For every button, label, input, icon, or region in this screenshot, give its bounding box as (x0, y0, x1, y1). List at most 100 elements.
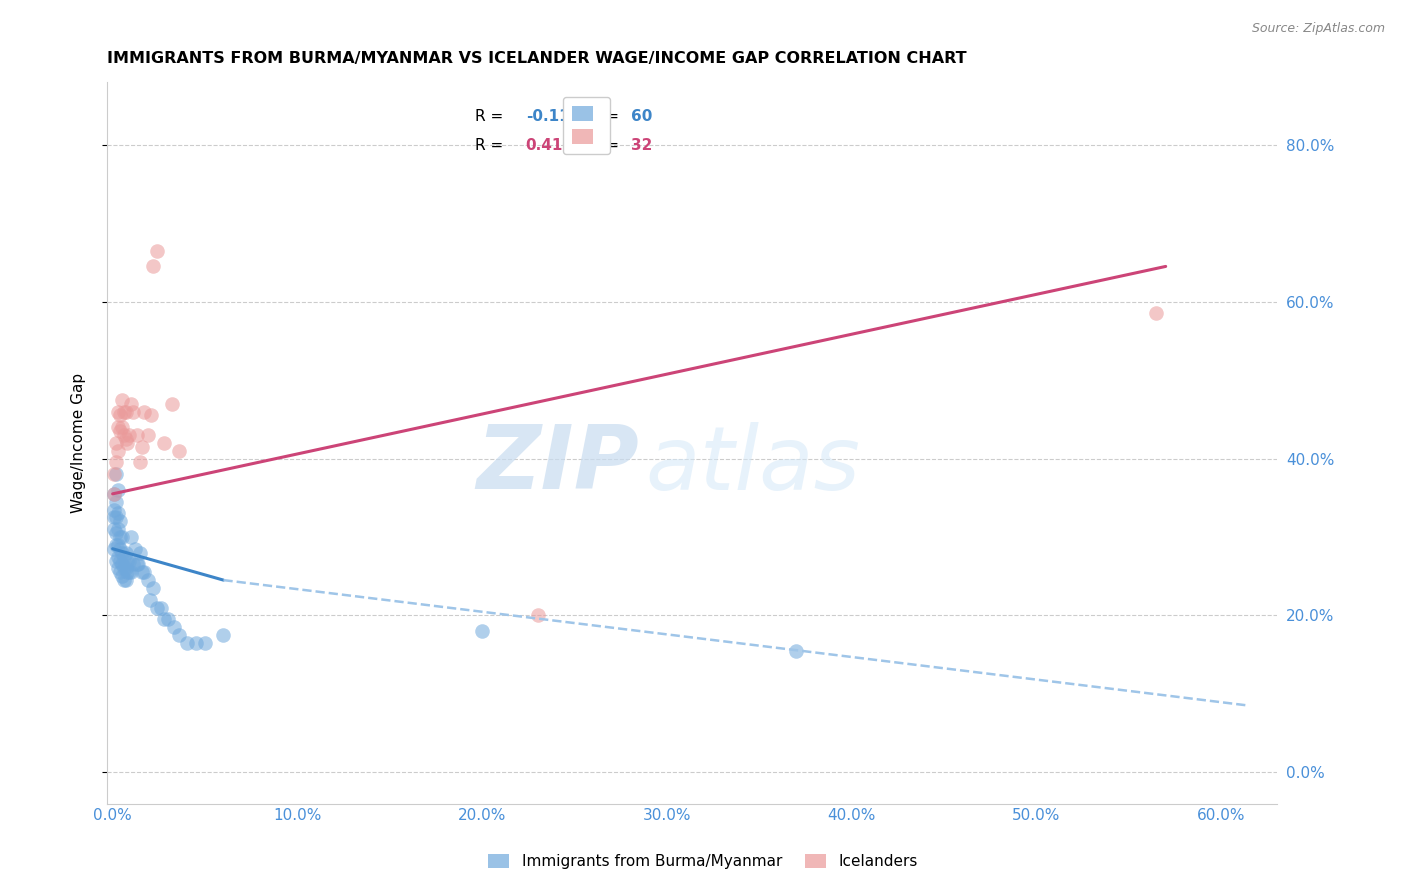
Legend: , : , (562, 97, 610, 154)
Point (108, 424, 131, 438)
Point (785, 643, 807, 657)
Point (194, 636, 217, 650)
Point (122, 558, 145, 572)
Text: ZIP: ZIP (477, 421, 640, 508)
Point (157, 612, 180, 626)
Point (111, 420, 134, 434)
Point (103, 502, 125, 516)
Point (132, 566, 155, 580)
Point (120, 530, 142, 544)
Point (149, 600, 172, 615)
Text: N =: N = (591, 138, 624, 153)
Point (212, 628, 235, 642)
Point (114, 546, 136, 560)
Point (184, 636, 207, 650)
Point (103, 541, 125, 556)
Point (111, 546, 134, 560)
Point (162, 620, 184, 634)
Point (112, 561, 135, 575)
Point (167, 628, 190, 642)
Point (471, 624, 494, 638)
Point (103, 467, 125, 482)
Point (118, 566, 141, 580)
Point (117, 435, 139, 450)
Point (153, 435, 176, 450)
Point (107, 443, 129, 458)
Text: atlas: atlas (645, 422, 860, 508)
Point (105, 467, 128, 482)
Point (108, 553, 131, 567)
Text: R =: R = (475, 109, 509, 124)
Point (136, 428, 159, 442)
Point (112, 404, 135, 418)
Point (146, 244, 169, 258)
Point (114, 573, 136, 587)
Point (117, 553, 139, 567)
Point (122, 404, 145, 418)
Text: 60: 60 (631, 109, 652, 124)
Point (118, 553, 141, 567)
Point (114, 404, 136, 418)
Point (105, 435, 128, 450)
Point (108, 566, 131, 580)
Text: 0.415: 0.415 (526, 138, 574, 153)
Point (103, 522, 125, 536)
Point (111, 558, 134, 572)
Point (111, 569, 134, 583)
Point (176, 636, 198, 650)
Point (118, 428, 141, 442)
Point (105, 553, 128, 567)
Point (125, 558, 148, 572)
Point (108, 409, 131, 423)
Point (107, 522, 129, 536)
Point (112, 549, 135, 564)
Point (127, 558, 149, 572)
Text: 32: 32 (631, 138, 652, 153)
Text: IMMIGRANTS FROM BURMA/MYANMAR VS ICELANDER WAGE/INCOME GAP CORRELATION CHART: IMMIGRANTS FROM BURMA/MYANMAR VS ICELAND… (107, 51, 967, 66)
Point (105, 526, 128, 541)
Point (112, 428, 135, 442)
Point (103, 487, 125, 501)
Point (108, 541, 131, 556)
Point (111, 530, 134, 544)
Point (114, 432, 136, 446)
Point (129, 455, 152, 469)
Point (108, 514, 131, 528)
Point (138, 592, 160, 607)
Point (111, 392, 134, 407)
Point (103, 487, 125, 501)
Y-axis label: Wage/Income Gap: Wage/Income Gap (72, 373, 86, 513)
Point (153, 612, 176, 626)
Point (1146, 306, 1168, 320)
Point (167, 443, 190, 458)
Legend: Immigrants from Burma/Myanmar, Icelanders: Immigrants from Burma/Myanmar, Icelander… (482, 848, 924, 875)
Text: -0.111: -0.111 (526, 109, 579, 124)
Point (108, 530, 131, 544)
Point (120, 566, 142, 580)
Point (160, 397, 183, 411)
Point (146, 600, 169, 615)
Point (107, 483, 129, 497)
Point (142, 581, 165, 595)
Point (107, 538, 129, 552)
Point (142, 260, 165, 274)
Point (105, 510, 128, 524)
Point (124, 541, 146, 556)
Point (114, 561, 136, 575)
Point (103, 510, 125, 524)
Point (105, 538, 128, 552)
Point (131, 440, 153, 454)
Point (107, 507, 129, 521)
Point (107, 549, 129, 564)
Point (141, 409, 163, 423)
Point (526, 608, 548, 623)
Point (136, 573, 159, 587)
Text: Source: ZipAtlas.com: Source: ZipAtlas.com (1251, 22, 1385, 36)
Point (107, 404, 129, 418)
Text: N =: N = (591, 109, 624, 124)
Point (125, 428, 148, 442)
Point (105, 455, 128, 469)
Point (129, 546, 152, 560)
Point (105, 494, 128, 508)
Point (107, 561, 129, 575)
